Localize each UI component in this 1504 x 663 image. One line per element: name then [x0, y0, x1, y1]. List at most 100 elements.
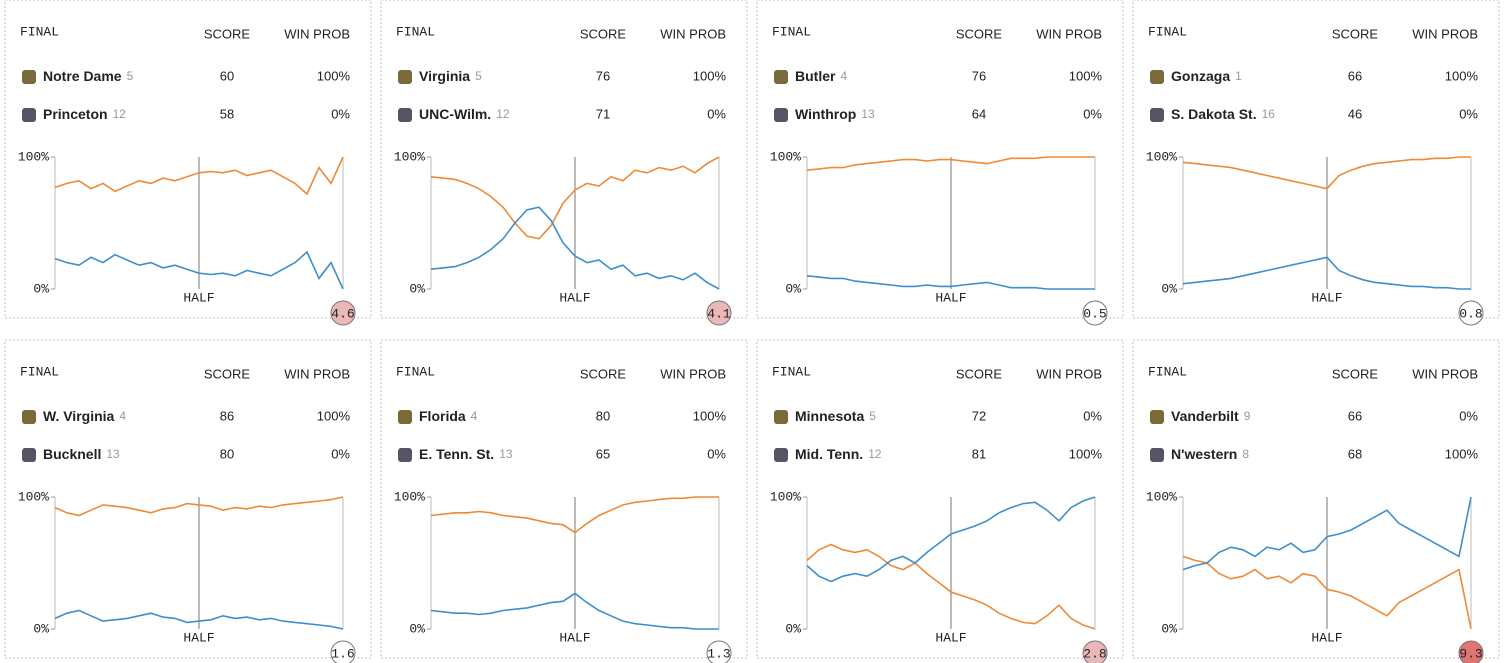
team-name: E. Tenn. St. [419, 446, 494, 462]
team-win-prob: 0% [331, 106, 350, 121]
excitement-value: 0.5 [1083, 306, 1106, 321]
team-logo [398, 70, 412, 84]
team-win-prob: 100% [317, 68, 351, 83]
team-seed: 4 [471, 409, 478, 423]
team-seed: 4 [840, 69, 847, 83]
team-win-prob: 0% [1459, 106, 1478, 121]
status: FINAL [396, 24, 435, 39]
y-tick-label: 0% [1161, 281, 1177, 296]
win-prob-line [430, 156, 720, 240]
win-prob-line [430, 592, 719, 630]
excitement-value: 2.8 [1083, 646, 1106, 661]
y-tick-label: 100% [18, 149, 49, 164]
half-label: HALF [183, 290, 214, 305]
y-tick-label: 0% [33, 621, 49, 636]
win-prob-line [1182, 256, 1471, 290]
game-card: FINAL SCORE WIN PROB Gonzaga 1 66 100% S. Dakot… [1132, 0, 1500, 326]
y-tick-label: 0% [1161, 621, 1177, 636]
y-tick-label: 0% [409, 621, 425, 636]
team-seed: 8 [1242, 447, 1249, 461]
team-label: E. Tenn. St. 13 [419, 446, 513, 462]
score-header: SCORE [956, 26, 1003, 41]
y-tick-label: 100% [1146, 149, 1177, 164]
excitement-badge [1458, 640, 1484, 663]
team-name: Princeton [43, 106, 108, 122]
team-logo [774, 448, 788, 462]
y-tick-label: 100% [18, 489, 49, 504]
game-card: FINAL SCORE WIN PROB Butler 4 76 100% Winthrop 1… [756, 0, 1124, 326]
team-score: 64 [972, 106, 986, 121]
team-seed: 5 [475, 69, 482, 83]
team-score: 65 [596, 446, 610, 461]
half-label: HALF [559, 290, 590, 305]
team-score: 60 [220, 68, 234, 83]
win-prob-line [430, 496, 719, 534]
excitement-badge [330, 640, 356, 663]
team-logo [22, 70, 36, 84]
team-logo [398, 108, 412, 122]
card-border [380, 0, 748, 319]
excitement-value: 4.6 [331, 306, 354, 321]
team-score: 58 [220, 106, 234, 121]
team-logo [22, 410, 36, 424]
game-card: FINAL SCORE WIN PROB Minnesota 5 72 0% Mid. Ten… [756, 339, 1124, 663]
win-prob-line [806, 496, 1096, 583]
card-border [756, 339, 1124, 659]
team-name: Virginia [419, 68, 470, 84]
win-prob-header: WIN PROB [660, 26, 726, 41]
status: FINAL [20, 364, 59, 379]
team-label: Notre Dame 5 [43, 68, 134, 84]
team-logo [398, 410, 412, 424]
half-label: HALF [1311, 630, 1342, 645]
team-label: Winthrop 13 [795, 106, 875, 122]
team-seed: 16 [1262, 107, 1276, 121]
status: FINAL [396, 364, 435, 379]
team-seed: 9 [1244, 409, 1251, 423]
team-seed: 5 [127, 69, 134, 83]
team-logo [1150, 70, 1164, 84]
excitement-badge [1458, 300, 1484, 326]
win-prob-line [54, 609, 344, 630]
half-label: HALF [1311, 290, 1342, 305]
team-name: UNC-Wilm. [419, 106, 491, 122]
y-tick-label: 0% [785, 621, 801, 636]
team-seed: 13 [861, 107, 875, 121]
score-header: SCORE [1332, 26, 1379, 41]
team-name: Butler [795, 68, 836, 84]
y-tick-label: 0% [785, 281, 801, 296]
team-name: Bucknell [43, 446, 101, 462]
team-label: Bucknell 13 [43, 446, 120, 462]
y-tick-label: 100% [1146, 489, 1177, 504]
team-win-prob: 0% [1083, 408, 1102, 423]
team-score: 81 [972, 446, 986, 461]
card-border [756, 0, 1124, 319]
team-label: S. Dakota St. 16 [1171, 106, 1275, 122]
team-score: 80 [220, 446, 234, 461]
team-name: Minnesota [795, 408, 864, 424]
excitement-badge [330, 300, 356, 326]
status: FINAL [772, 364, 811, 379]
win-prob-line [54, 156, 344, 196]
team-label: N'western 8 [1171, 446, 1249, 462]
win-prob-line [806, 543, 1096, 630]
team-logo [774, 70, 788, 84]
team-score: 76 [972, 68, 986, 83]
team-seed: 12 [113, 107, 127, 121]
status: FINAL [20, 24, 59, 39]
score-header: SCORE [956, 366, 1003, 381]
team-win-prob: 100% [1069, 68, 1103, 83]
team-seed: 13 [499, 447, 513, 461]
team-name: W. Virginia [43, 408, 115, 424]
team-label: UNC-Wilm. 12 [419, 106, 510, 122]
team-seed: 12 [868, 447, 882, 461]
win-prob-line [1182, 156, 1471, 190]
team-logo [1150, 410, 1164, 424]
win-prob-header: WIN PROB [1036, 366, 1102, 381]
team-logo [1150, 448, 1164, 462]
team-name: Gonzaga [1171, 68, 1230, 84]
team-seed: 5 [869, 409, 876, 423]
team-score: 66 [1348, 68, 1362, 83]
team-seed: 12 [496, 107, 510, 121]
team-win-prob: 100% [693, 68, 727, 83]
